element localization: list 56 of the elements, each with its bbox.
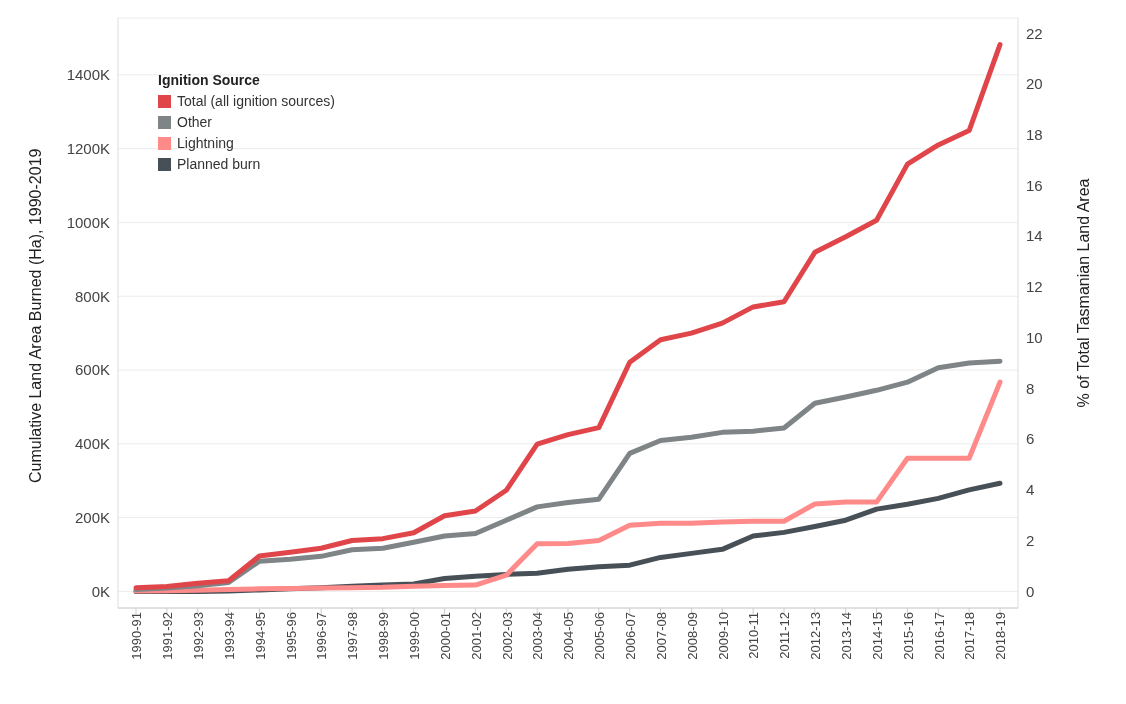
x-tick-label: 1994-95 xyxy=(252,612,268,660)
y2-tick-label: 20 xyxy=(1026,75,1043,93)
legend-label: Lightning xyxy=(177,134,234,153)
y2-tick-label: 16 xyxy=(1026,176,1043,194)
x-tick-label: 2011-12 xyxy=(777,612,793,659)
legend-title: Ignition Source xyxy=(158,71,261,90)
y-tick-label: 200K xyxy=(74,508,110,526)
legend-label: Total (all ignition sources) xyxy=(177,92,335,111)
y-tick-label: 600K xyxy=(74,361,110,379)
x-tick-label: 2003-04 xyxy=(530,612,546,660)
y-tick-label: 1200K xyxy=(66,139,110,157)
x-tick-label: 2017-18 xyxy=(962,612,978,660)
x-tick-label: 2001-02 xyxy=(468,612,484,660)
x-tick-label: 1998-99 xyxy=(376,612,392,660)
y2-tick-label: 4 xyxy=(1026,481,1035,499)
y-axis-title: Cumulative Land Area Burned (Ha), 1990-2019 xyxy=(26,148,44,483)
x-tick-label: 2005-06 xyxy=(592,612,608,660)
x-tick-label: 2016-17 xyxy=(931,612,947,660)
y2-tick-label: 14 xyxy=(1026,227,1043,245)
y-tick-label: 1400K xyxy=(66,66,110,84)
y2-tick-label: 12 xyxy=(1026,278,1043,296)
y2-tick-label: 22 xyxy=(1026,24,1043,42)
x-tick-label: 2002-03 xyxy=(499,612,515,660)
x-tick-label: 1995-96 xyxy=(283,612,299,660)
x-tick-label: 2010-11 xyxy=(746,612,762,659)
y-tick-label: 1000K xyxy=(66,213,110,231)
x-tick-label: 2014-15 xyxy=(869,612,885,660)
x-tick-label: 2000-01 xyxy=(437,612,453,660)
x-tick-label: 1991-92 xyxy=(160,612,176,660)
x-tick-label: 2015-16 xyxy=(900,612,916,660)
x-tick-label: 2006-07 xyxy=(622,612,638,660)
x-tick-label: 1997-98 xyxy=(345,612,361,660)
x-tick-label: 1993-94 xyxy=(221,612,237,660)
x-tick-label: 2009-10 xyxy=(715,612,731,660)
y-tick-label: 800K xyxy=(74,287,110,305)
x-tick-label: 1992-93 xyxy=(190,612,206,660)
x-tick-label: 2007-08 xyxy=(653,612,669,660)
x-tick-label: 2012-13 xyxy=(808,612,824,660)
y2-axis-title: % of Total Tasmanian Land Area xyxy=(1074,178,1092,408)
y2-tick-label: 18 xyxy=(1026,126,1043,144)
legend-label: Planned burn xyxy=(177,155,261,174)
y2-tick-label: 2 xyxy=(1026,531,1035,549)
x-tick-label: 1990-91 xyxy=(129,612,145,660)
x-tick-label: 2013-14 xyxy=(838,612,854,660)
y2-tick-label: 6 xyxy=(1026,430,1035,448)
legend-label: Other xyxy=(177,113,213,132)
y-tick-label: 0K xyxy=(91,582,110,600)
y2-tick-label: 10 xyxy=(1026,328,1043,346)
y2-tick-label: 0 xyxy=(1026,582,1035,600)
x-tick-label: 2004-05 xyxy=(561,612,577,660)
x-tick-label: 2018-19 xyxy=(993,612,1009,660)
y2-tick-label: 8 xyxy=(1026,379,1035,397)
x-tick-label: 1999-00 xyxy=(406,612,422,660)
y-tick-label: 400K xyxy=(74,435,110,453)
x-tick-label: 1996-97 xyxy=(314,612,330,660)
x-tick-label: 2008-09 xyxy=(684,612,700,660)
